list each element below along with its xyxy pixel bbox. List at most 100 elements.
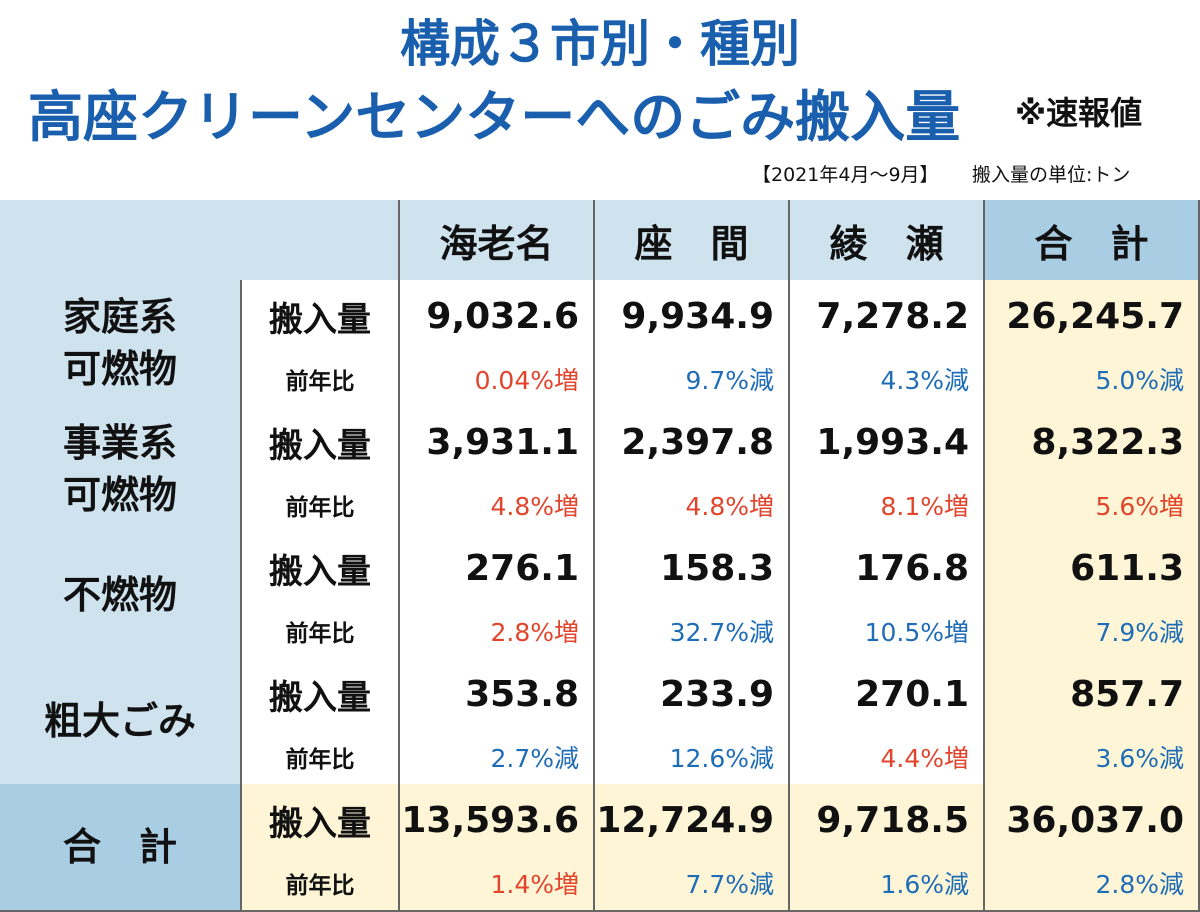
ratio: 7.9%減 xyxy=(985,604,1200,660)
category-text: 可燃物 xyxy=(62,347,177,391)
ratio-text: 7.7%減 xyxy=(685,870,774,899)
ratio-label: 前年比 xyxy=(242,604,400,660)
header-corner xyxy=(0,200,400,282)
ratio-text: 3.6%減 xyxy=(1095,744,1184,773)
amount-text: 36,037.0 xyxy=(1006,799,1184,841)
category-text: 可燃物 xyxy=(62,473,177,517)
category: 事業系 可燃物 xyxy=(0,406,242,534)
title: 高座クリーンセンターへのごみ搬入量 xyxy=(28,85,961,149)
amount-text: 1,993.4 xyxy=(816,421,969,463)
amount-label: 搬入量 xyxy=(242,406,400,480)
category-text: 事業系 xyxy=(62,421,177,465)
amount: 611.3 xyxy=(985,532,1200,606)
unit: 搬入量の単位:トン xyxy=(972,164,1131,186)
amount-text: 611.3 xyxy=(1070,547,1184,589)
ratio-text: 2.7%減 xyxy=(490,744,579,773)
category-text: 合 計 xyxy=(62,825,177,869)
column-header-text: 座 間 xyxy=(634,221,749,266)
amount-label-text: 搬入量 xyxy=(269,299,371,340)
amount-label-text: 搬入量 xyxy=(269,677,371,718)
column-header: 合 計 xyxy=(985,200,1200,282)
ratio: 8.1%増 xyxy=(790,478,985,534)
ratio-text: 32.7%減 xyxy=(669,618,774,647)
amount-text: 9,934.9 xyxy=(621,295,774,337)
ratio: 4.8%増 xyxy=(400,478,595,534)
category-text: 家庭系 xyxy=(62,295,177,339)
ratio-text: 9.7%減 xyxy=(685,366,774,395)
ratio-text: 8.1%増 xyxy=(880,492,969,521)
ratio-label: 前年比 xyxy=(242,730,400,786)
amount: 857.7 xyxy=(985,658,1200,732)
title: 構成３市別・種別 xyxy=(400,15,800,73)
amount: 158.3 xyxy=(595,532,790,606)
amount-text: 13,593.6 xyxy=(401,799,579,841)
ratio: 7.7%減 xyxy=(595,856,790,912)
ratio: 4.3%減 xyxy=(790,352,985,408)
note: ※速報値 xyxy=(1015,94,1143,132)
ratio-text: 4.8%増 xyxy=(685,492,774,521)
amount: 2,397.8 xyxy=(595,406,790,480)
amount-text: 9,032.6 xyxy=(426,295,579,337)
ratio-label: 前年比 xyxy=(242,478,400,534)
amount: 9,032.6 xyxy=(400,280,595,354)
column-header: 綾 瀬 xyxy=(790,200,985,282)
amount: 12,724.9 xyxy=(595,784,790,858)
amount-label-text: 搬入量 xyxy=(269,803,371,844)
amount-label-text: 搬入量 xyxy=(269,425,371,466)
column-header: 座 間 xyxy=(595,200,790,282)
ratio-label-text: 前年比 xyxy=(285,747,355,773)
amount-text: 3,931.1 xyxy=(426,421,579,463)
ratio-label: 前年比 xyxy=(242,856,400,912)
amount: 1,993.4 xyxy=(790,406,985,480)
ratio: 1.6%減 xyxy=(790,856,985,912)
category-text: 粗大ごみ xyxy=(43,699,196,743)
ratio-text: 10.5%増 xyxy=(864,618,969,647)
ratio: 12.6%減 xyxy=(595,730,790,786)
amount-text: 158.3 xyxy=(660,547,774,589)
amount: 7,278.2 xyxy=(790,280,985,354)
amount: 176.8 xyxy=(790,532,985,606)
ratio-label-text: 前年比 xyxy=(285,873,355,899)
amount-label: 搬入量 xyxy=(242,532,400,606)
ratio-text: 12.6%減 xyxy=(669,744,774,773)
amount: 233.9 xyxy=(595,658,790,732)
ratio-text: 5.6%増 xyxy=(1095,492,1184,521)
column-header: 海老名 xyxy=(400,200,595,282)
category: 家庭系 可燃物 xyxy=(0,280,242,408)
amount-text: 2,397.8 xyxy=(621,421,774,463)
amount: 9,934.9 xyxy=(595,280,790,354)
ratio: 10.5%増 xyxy=(790,604,985,660)
amount-label: 搬入量 xyxy=(242,280,400,354)
ratio: 2.8%増 xyxy=(400,604,595,660)
ratio-text: 4.3%減 xyxy=(880,366,969,395)
amount-text: 276.1 xyxy=(465,547,579,589)
amount: 3,931.1 xyxy=(400,406,595,480)
ratio: 4.4%増 xyxy=(790,730,985,786)
amount-text: 176.8 xyxy=(855,547,969,589)
amount-text: 12,724.9 xyxy=(596,799,774,841)
ratio-text: 2.8%増 xyxy=(490,618,579,647)
ratio: 5.6%増 xyxy=(985,478,1200,534)
ratio: 5.0%減 xyxy=(985,352,1200,408)
ratio: 1.4%増 xyxy=(400,856,595,912)
ratio: 3.6%減 xyxy=(985,730,1200,786)
ratio-text: 7.9%減 xyxy=(1095,618,1184,647)
category-text: 不燃物 xyxy=(62,573,177,617)
ratio: 2.8%減 xyxy=(985,856,1200,912)
ratio: 4.8%増 xyxy=(595,478,790,534)
category: 合 計 xyxy=(0,784,242,912)
amount: 36,037.0 xyxy=(985,784,1200,858)
amount-text: 26,245.7 xyxy=(1006,295,1184,337)
amount: 13,593.6 xyxy=(400,784,595,858)
amount-text: 857.7 xyxy=(1070,673,1184,715)
ratio-text: 4.4%増 xyxy=(880,744,969,773)
ratio: 0.04%増 xyxy=(400,352,595,408)
amount: 9,718.5 xyxy=(790,784,985,858)
amount-text: 7,278.2 xyxy=(816,295,969,337)
amount-text: 9,718.5 xyxy=(816,799,969,841)
amount-label-text: 搬入量 xyxy=(269,551,371,592)
amount-label: 搬入量 xyxy=(242,658,400,732)
ratio-label: 前年比 xyxy=(242,352,400,408)
amount-text: 353.8 xyxy=(465,673,579,715)
